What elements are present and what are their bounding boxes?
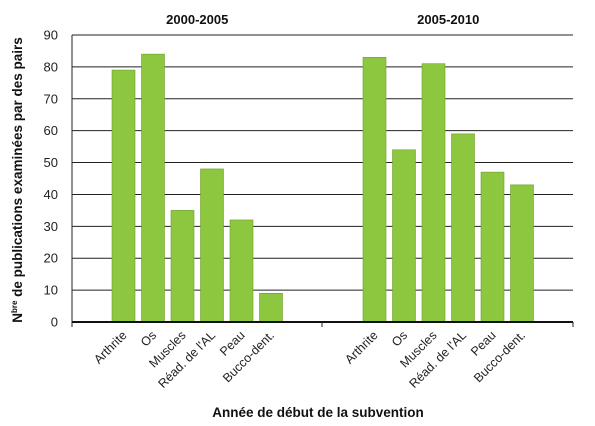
x-tick-label: Arthrite [91, 328, 129, 366]
y-axis-title: Nbre de publications examinées par des p… [10, 37, 25, 323]
y-tick-label: 50 [44, 155, 58, 170]
group-label: 2000-2005 [166, 12, 228, 27]
y-axis-title-rest: de publications examinées par des pairs [10, 37, 25, 300]
x-axis-title: Année de début de la subvention [212, 405, 424, 420]
bar [111, 69, 136, 323]
bar [451, 133, 475, 323]
bar [421, 63, 446, 323]
bar [259, 292, 283, 323]
bar [200, 168, 224, 323]
y-tick-label: 20 [44, 251, 58, 266]
y-axis-title-prefix: N [10, 313, 25, 323]
x-tick-label: Arthrite [342, 328, 380, 366]
bar [141, 53, 165, 323]
y-tick-label: 30 [44, 219, 58, 234]
bar [392, 149, 416, 323]
x-tick-label: Os [389, 328, 410, 349]
bar [170, 210, 195, 323]
bars [111, 53, 534, 323]
y-tick-label: 40 [44, 187, 58, 202]
y-tick-label: 90 [44, 28, 58, 43]
bar [510, 184, 534, 323]
y-tick-label: 0 [51, 315, 58, 330]
y-tick-label: 70 [44, 91, 58, 106]
axes [71, 35, 574, 327]
bar [362, 57, 387, 323]
y-tick-label: 10 [44, 283, 58, 298]
y-axis-title-sup: bre [10, 300, 19, 313]
bar [229, 219, 254, 323]
group-labels: 2000-2005 2005-2010 [166, 12, 479, 27]
bar [480, 171, 505, 323]
x-tick-label: Os [138, 328, 159, 349]
y-tick-label: 80 [44, 59, 58, 74]
group-label: 2005-2010 [417, 12, 479, 27]
y-tick-label: 60 [44, 123, 58, 138]
y-axis-ticks: 0 10 20 30 40 50 60 70 80 90 [44, 28, 58, 330]
